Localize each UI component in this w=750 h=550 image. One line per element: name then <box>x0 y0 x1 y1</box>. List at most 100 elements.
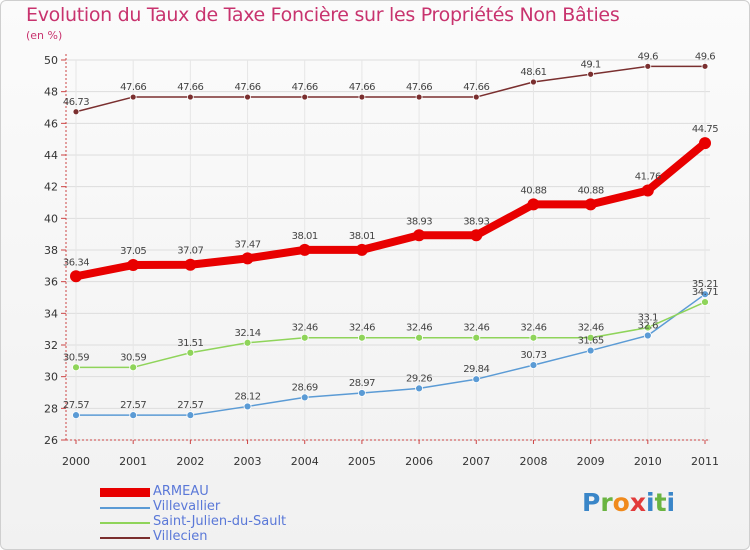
legend-label-villevallier: Villevallier <box>153 499 221 514</box>
data-point-saint-julien-du-sault <box>129 363 138 372</box>
data-point-villecien <box>358 93 366 101</box>
data-point-villevallier <box>701 290 709 299</box>
data-point-saint-julien-du-sault <box>643 323 652 332</box>
legend-label-armeau: ARMEAU <box>153 484 209 499</box>
data-label-villevallier: 29.26 <box>406 373 432 384</box>
data-label-villecien: 49.1 <box>581 59 601 70</box>
x-tick-label: 2011 <box>691 455 719 468</box>
data-point-villecien <box>644 62 652 70</box>
data-point-armeau <box>127 259 140 272</box>
logo-letter: i <box>666 488 676 517</box>
data-label-saint-julien-du-sault: 34.71 <box>692 287 718 298</box>
data-label-villevallier: 27.57 <box>63 400 89 411</box>
data-label-armeau: 36.34 <box>63 257 89 268</box>
data-point-armeau <box>699 137 711 150</box>
y-tick-label: 34 <box>44 307 58 320</box>
data-point-villevallier <box>243 402 252 411</box>
series-line-saint-julien-du-sault <box>75 301 706 369</box>
data-point-armeau <box>298 243 311 256</box>
x-tick-label: 2000 <box>62 455 90 468</box>
data-point-villevallier <box>586 346 595 355</box>
data-label-saint-julien-du-sault: 32.14 <box>234 328 260 339</box>
legend-swatch-villecien <box>100 537 150 539</box>
data-label-villevallier: 30.73 <box>520 350 546 361</box>
x-tick-label: 2002 <box>176 455 204 468</box>
data-point-armeau <box>241 252 254 265</box>
data-label-saint-julien-du-sault: 32.46 <box>463 323 489 334</box>
data-point-villecien <box>530 78 537 86</box>
y-tick-label: 26 <box>44 434 58 447</box>
data-label-villecien: 47.66 <box>120 82 146 93</box>
x-tick-label: 2007 <box>462 455 490 468</box>
data-label-armeau: 38.01 <box>349 231 375 242</box>
logo-letter: P <box>582 488 601 517</box>
data-point-villecien <box>244 93 251 101</box>
data-point-saint-julien-du-sault <box>415 333 423 342</box>
data-point-villecien <box>472 93 480 101</box>
data-label-villecien: 49.6 <box>695 51 715 62</box>
data-label-villevallier: 28.69 <box>292 382 318 393</box>
y-tick-label: 48 <box>44 86 58 99</box>
data-label-armeau: 44.75 <box>692 124 718 135</box>
data-point-armeau <box>527 198 540 211</box>
data-label-armeau: 37.05 <box>120 246 146 257</box>
proxiti-logo: Proxiti <box>582 488 675 517</box>
y-tick-label: 38 <box>44 244 58 257</box>
data-label-armeau: 37.47 <box>234 239 260 250</box>
data-label-villevallier: 28.97 <box>349 378 375 389</box>
data-label-saint-julien-du-sault: 32.46 <box>292 323 318 334</box>
y-tick-label: 32 <box>44 339 58 352</box>
data-label-saint-julien-du-sault: 32.46 <box>578 323 604 334</box>
data-label-armeau: 38.93 <box>463 216 489 227</box>
x-tick-label: 2001 <box>119 455 147 468</box>
y-tick-label: 44 <box>44 149 58 162</box>
data-point-villevallier <box>300 393 309 402</box>
data-label-villecien: 47.66 <box>292 82 318 93</box>
data-point-villecien <box>415 93 423 101</box>
data-point-saint-julien-du-sault <box>186 348 195 357</box>
data-point-villevallier <box>186 411 195 420</box>
data-label-villecien: 47.66 <box>177 82 203 93</box>
data-label-villecien: 47.66 <box>234 82 260 93</box>
series-lines <box>72 65 709 416</box>
series-line-villevallier <box>75 293 706 416</box>
series-line-villecien <box>75 65 706 113</box>
data-labels: 36.34 37.05 37.07 37.47 38.01 38.01 38.93 38.93… <box>63 51 719 411</box>
data-label-villevallier: 27.57 <box>120 400 146 411</box>
logo-letter: i <box>646 488 655 517</box>
axes <box>61 54 710 444</box>
grid <box>66 59 710 441</box>
x-tick-label: 2003 <box>234 455 262 468</box>
y-tick-label: 28 <box>44 402 58 415</box>
data-point-villecien <box>701 62 709 70</box>
data-label-saint-julien-du-sault: 32.46 <box>406 323 432 334</box>
data-label-armeau: 40.88 <box>578 185 604 196</box>
data-label-armeau: 38.93 <box>406 216 432 227</box>
data-point-saint-julien-du-sault <box>72 363 80 372</box>
logo-letter: x <box>629 488 646 517</box>
legend-label-saint-julien: Saint-Julien-du-Sault <box>153 514 287 529</box>
data-point-armeau <box>355 243 368 256</box>
data-label-saint-julien-du-sault: 31.51 <box>177 338 203 349</box>
data-point-villecien <box>72 108 80 116</box>
data-point-saint-julien-du-sault <box>701 298 709 306</box>
data-point-villecien <box>301 93 309 101</box>
data-point-villevallier <box>472 375 481 384</box>
y-tick-label: 42 <box>44 181 58 194</box>
x-tick-label: 2010 <box>634 455 662 468</box>
series-points <box>70 62 711 420</box>
y-unit-label: (en %) <box>26 29 63 42</box>
data-label-villevallier: 35.21 <box>692 279 718 290</box>
legend-swatch-saint-julien <box>100 522 150 524</box>
data-point-saint-julien-du-sault <box>586 333 595 342</box>
data-point-villevallier <box>129 411 138 420</box>
chart-title: Evolution du Taux de Taxe Foncière sur l… <box>26 4 620 26</box>
y-tick-label: 46 <box>44 117 58 130</box>
logo-letter: o <box>612 488 630 517</box>
data-point-villecien <box>587 70 595 78</box>
legend-label-villecien: Villecien <box>153 529 208 544</box>
y-tick-label: 50 <box>44 54 58 67</box>
data-point-armeau <box>584 198 597 211</box>
data-label-villecien: 46.73 <box>63 97 89 108</box>
